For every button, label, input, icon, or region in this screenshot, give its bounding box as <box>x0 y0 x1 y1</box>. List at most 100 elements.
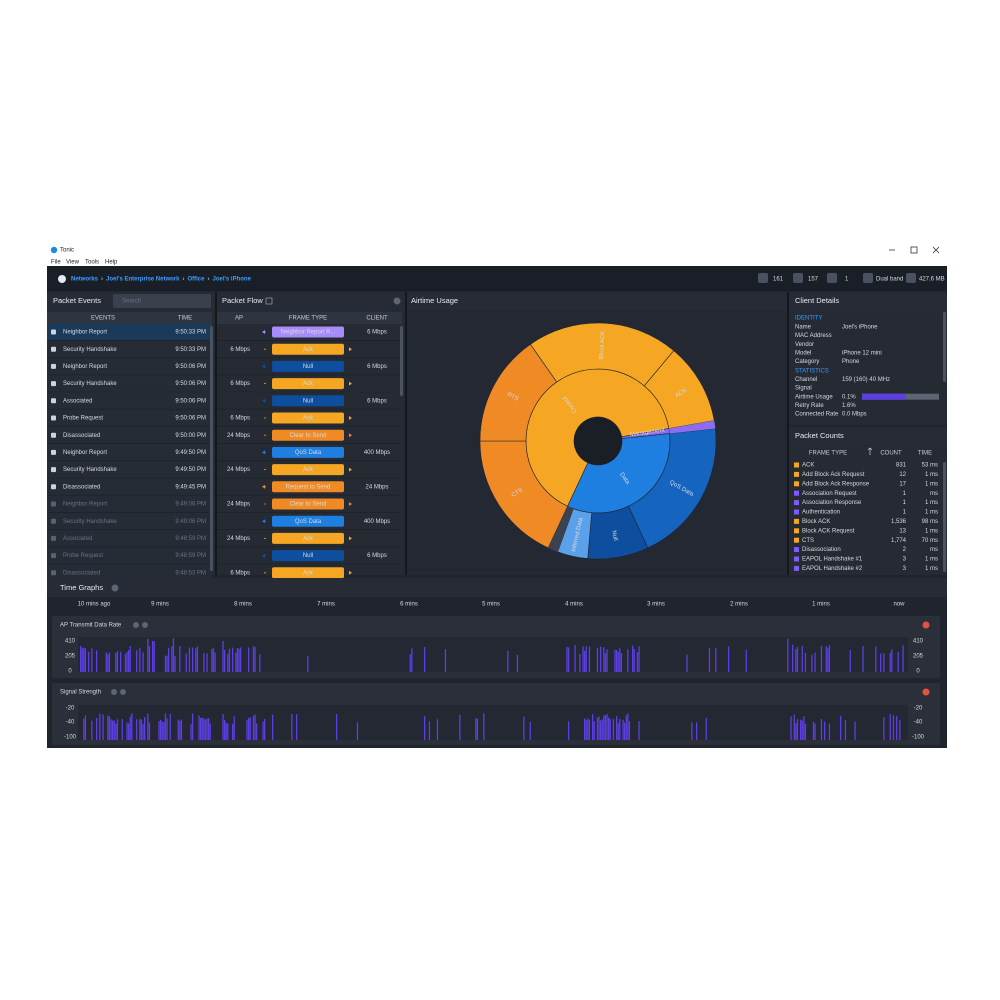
frame-type: Clear to Send <box>290 502 327 508</box>
menu-item[interactable]: File <box>51 260 61 266</box>
detail-label: MAC Address <box>795 333 832 339</box>
back-button[interactable] <box>58 275 66 283</box>
graph-bar <box>91 720 93 740</box>
close-panel-button[interactable] <box>393 297 401 305</box>
frame-count: 3 <box>903 557 907 563</box>
save-icon <box>265 297 273 305</box>
frame-count: 831 <box>896 463 907 469</box>
graph-button[interactable] <box>142 622 148 628</box>
graph-bar <box>588 719 591 740</box>
event-row <box>47 444 212 461</box>
event-time: 9:49:50 PM <box>175 467 206 473</box>
graph-bar <box>696 722 698 740</box>
graph-bar <box>483 713 485 740</box>
event-time: 9:49:45 PM <box>175 484 206 490</box>
graph-bar <box>609 718 611 740</box>
status-icon <box>758 273 768 283</box>
graph-bar <box>129 646 131 672</box>
status-text: 161 <box>773 277 784 283</box>
event-time: 9:48:59 PM <box>175 536 206 542</box>
graph-bar <box>209 723 211 740</box>
frame-pill <box>272 567 344 579</box>
status-icon <box>906 273 916 283</box>
counts-header <box>789 427 947 445</box>
search-placeholder[interactable]: Search <box>122 299 141 305</box>
client-panel <box>789 310 947 425</box>
menu-item[interactable]: Tools <box>85 260 99 266</box>
scrollbar <box>943 312 946 382</box>
sunburst-segment <box>668 420 716 434</box>
event-icon <box>51 415 56 421</box>
graph-bar <box>600 646 602 672</box>
graph-button[interactable] <box>133 622 139 628</box>
time-axis-label: 1 mins <box>812 602 830 608</box>
panel-divider <box>405 292 407 575</box>
remove-graph-button[interactable] <box>922 621 930 629</box>
remove-graph-button[interactable] <box>922 688 930 696</box>
sort-arrow[interactable] <box>867 447 873 455</box>
breadcrumb-separator: › <box>101 277 103 283</box>
graph-area <box>78 637 908 672</box>
graph-bar <box>102 714 104 740</box>
frame-time: 1 ms <box>925 528 938 534</box>
graph-bar <box>248 718 250 740</box>
graph-bar <box>84 648 87 672</box>
detail-value: Phone <box>842 359 860 365</box>
graph-bar <box>745 649 747 672</box>
arrow-head <box>262 398 265 403</box>
type-swatch <box>794 565 799 571</box>
graph-bar <box>126 651 128 672</box>
frame-count: 3 <box>903 566 907 572</box>
graph-bar <box>585 720 587 740</box>
graph-tick-label: 0 <box>68 669 72 675</box>
column-header: FRAME TYPE <box>289 316 327 322</box>
graph-bar <box>259 654 261 672</box>
graph-bar <box>801 720 803 740</box>
event-time: 9:50:33 PM <box>175 347 206 353</box>
close-button[interactable] <box>932 246 940 254</box>
scrollbar <box>210 326 213 571</box>
graph-bar <box>208 718 210 740</box>
graph-bar <box>96 650 98 672</box>
breadcrumb-item[interactable]: Office <box>187 277 205 283</box>
graph-bar <box>632 645 634 672</box>
graph-bar <box>192 713 194 740</box>
breadcrumb-item[interactable]: Networks <box>71 277 99 283</box>
graph-bar <box>307 655 309 672</box>
graph-tick-label: -100 <box>64 735 77 741</box>
graph-button[interactable] <box>111 689 117 695</box>
time-axis-label: 9 mins <box>151 602 169 608</box>
graph-bar <box>844 720 847 740</box>
status-icon <box>793 273 803 283</box>
panel-title: Time Graphs <box>60 583 103 592</box>
graph-bar <box>476 718 479 740</box>
frame-count: 1 <box>903 491 907 497</box>
frame-type: Ack <box>303 570 314 576</box>
graph-bar <box>188 647 191 672</box>
graph-button[interactable] <box>120 689 126 695</box>
frame-count: 2 <box>903 547 907 553</box>
graph-bar <box>212 647 215 672</box>
graph-bar <box>812 721 815 740</box>
frame-type: Null <box>303 553 313 559</box>
graph-bar <box>566 646 568 672</box>
event-time: 9:50:06 PM <box>175 416 206 422</box>
detail-label: Airtime Usage <box>795 394 833 400</box>
breadcrumb-item[interactable]: Joel's iPhone <box>212 277 251 283</box>
graph-bar <box>728 646 730 672</box>
graph-bar <box>83 647 85 672</box>
graph-bar <box>628 721 631 740</box>
menu-item[interactable]: View <box>66 260 80 266</box>
app-icon <box>50 246 58 254</box>
ap-rate: 6 Mbps <box>230 381 250 387</box>
time-graphs-header <box>47 578 947 597</box>
graph-bar <box>232 647 234 672</box>
graph-bar <box>854 721 856 740</box>
frame-name: Association Request <box>802 491 857 497</box>
menu-item[interactable]: Help <box>105 260 118 266</box>
graph-bar <box>459 714 461 740</box>
time-axis-label: 10 mins ago <box>78 602 111 608</box>
add-graph-button[interactable] <box>111 584 119 592</box>
breadcrumb-item[interactable]: Joel's Enterprise Network <box>106 277 180 283</box>
event-time: 9:48:53 PM <box>175 570 206 576</box>
